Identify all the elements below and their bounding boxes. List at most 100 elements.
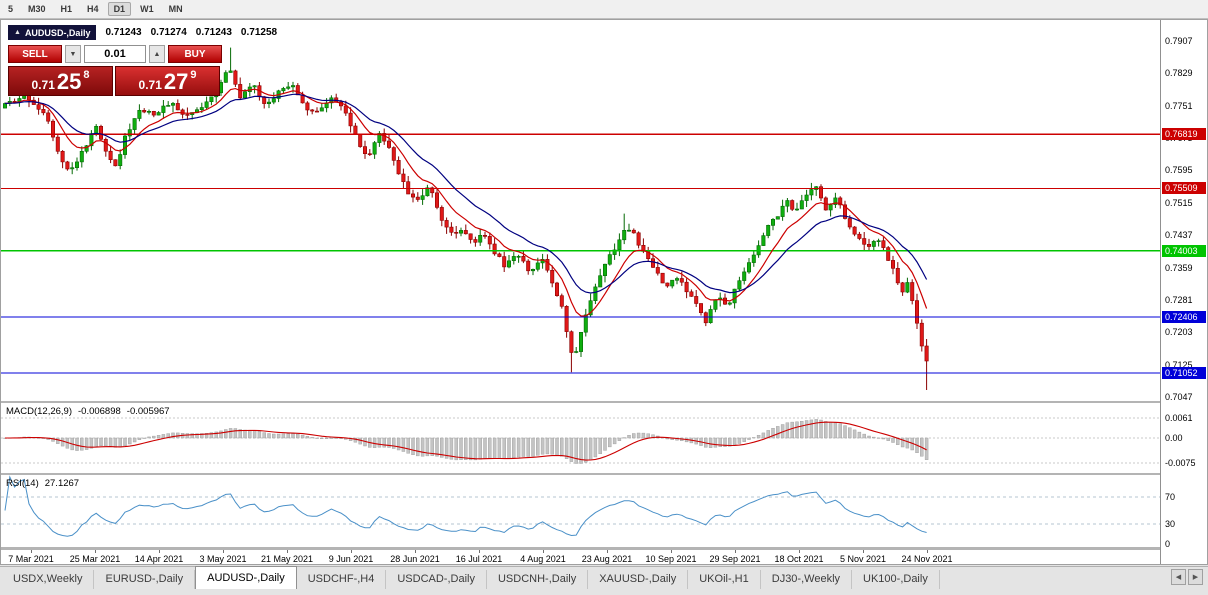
tab-ukoil-h1[interactable]: UKOil-,H1	[688, 570, 761, 589]
tab-scroll-right-button[interactable]: ▶	[1188, 569, 1203, 585]
symbol-header: ▲ AUDUSD-,Daily 0.71243 0.71274 0.71243 …	[8, 25, 277, 40]
timeframe-mn[interactable]: MN	[168, 4, 183, 14]
price-axis-tick: 0.7595	[1165, 165, 1193, 176]
tab-uk100-daily[interactable]: UK100-,Daily	[852, 570, 940, 589]
macd-histogram	[3, 419, 929, 464]
panel-splitter[interactable]	[1, 401, 1207, 403]
timeframe-5[interactable]: 5	[8, 4, 14, 14]
timeframe-d1[interactable]: D1	[107, 2, 132, 16]
price-axis[interactable]: 0.79070.78290.77510.76730.75950.75150.74…	[1160, 20, 1207, 564]
ohlc-high: 0.71274	[150, 27, 187, 38]
candles	[2, 47, 929, 390]
timeframe-h4[interactable]: H4	[87, 4, 99, 14]
date-tick-mark	[543, 550, 544, 553]
sell-price-point: 8	[83, 69, 90, 81]
date-axis[interactable]: 7 Mar 2021 25 Mar 2021 14 Apr 2021 3 May 20…	[1, 549, 1160, 564]
date-label: 14 Apr 2021	[134, 554, 184, 564]
buy-button[interactable]: BUY	[168, 45, 222, 63]
one-click-trading-widget: SELL ▼ ▲ BUY 0.71 25 8 0.71 27 9	[8, 45, 222, 96]
date-tick-mark	[927, 550, 928, 553]
tab-usdcad-daily[interactable]: USDCAD-,Daily	[386, 570, 487, 589]
hline-price-badge: 0.75509	[1162, 182, 1206, 195]
macd-name: MACD(12,26,9)	[6, 406, 72, 417]
date-label: 25 Mar 2021	[69, 554, 121, 564]
macd-chart[interactable]	[1, 403, 1160, 473]
macd-value-main: -0.006898	[78, 406, 121, 417]
date-tick-mark	[31, 550, 32, 553]
date-label: 28 Jun 2021	[390, 554, 440, 564]
rsi-name: RSI(14)	[6, 478, 39, 489]
panel-splitter[interactable]	[1, 547, 1207, 549]
panel-splitter[interactable]	[1, 473, 1207, 475]
date-tick-mark	[351, 550, 352, 553]
tab-dj30-weekly[interactable]: DJ30-,Weekly	[761, 570, 853, 589]
tab-usdchf-h4[interactable]: USDCHF-,H4	[297, 570, 387, 589]
chart-icon: ▲	[14, 29, 21, 36]
date-tick-mark	[607, 550, 608, 553]
date-label: 7 Mar 2021	[8, 554, 54, 564]
price-axis-tick: 0.7125	[1165, 359, 1193, 370]
price-axis-tick: 0.7515	[1165, 197, 1193, 208]
sell-price-pips: 25	[56, 69, 82, 95]
timeframe-toolbar: 5 M30 H1 H4 D1 W1 MN	[0, 0, 1208, 19]
macd-axis-label: -0.0075	[1165, 457, 1196, 468]
sell-price-prefix: 0.71	[31, 77, 55, 92]
chevron-down-icon: ▼	[69, 50, 77, 58]
date-label: 10 Sep 2021	[645, 554, 697, 564]
buy-price-pips: 27	[163, 69, 189, 95]
timeframe-w1[interactable]: W1	[140, 4, 154, 14]
rsi-axis-label: 0	[1165, 539, 1171, 549]
rsi-label: RSI(14) 27.1267	[6, 478, 85, 489]
arrow-left-icon: ◀	[1175, 574, 1182, 581]
date-tick-mark	[159, 550, 160, 553]
tab-audusd-daily[interactable]: AUDUSD-,Daily	[195, 566, 297, 589]
macd-value-signal: -0.005967	[126, 406, 170, 417]
tab-xauusd-daily[interactable]: XAUUSD-,Daily	[588, 570, 689, 589]
sell-price-display[interactable]: 0.71 25 8	[8, 66, 113, 96]
date-tick-mark	[479, 550, 480, 553]
date-tick-mark	[735, 550, 736, 553]
sell-button[interactable]: SELL	[8, 45, 62, 63]
tab-usdcnh-daily[interactable]: USDCNH-,Daily	[487, 570, 589, 589]
slow-ma-line	[4, 93, 928, 294]
rsi-axis-label: 30	[1165, 518, 1176, 529]
chevron-up-icon: ▲	[153, 50, 161, 58]
symbol-name-box: ▲ AUDUSD-,Daily	[8, 25, 97, 40]
fast-ma-line	[4, 87, 928, 317]
tab-scroll-left-button[interactable]: ◀	[1171, 569, 1186, 585]
timeframe-h1[interactable]: H1	[60, 4, 73, 14]
date-tick-mark	[799, 550, 800, 553]
date-label: 9 Jun 2021	[328, 554, 374, 564]
rsi-chart[interactable]	[1, 475, 1160, 547]
macd-signal-line	[5, 421, 927, 461]
ohlc-close: 0.71258	[240, 27, 278, 38]
macd-axis-label: 0.00	[1165, 433, 1183, 443]
ohlc-low: 0.71243	[195, 27, 232, 38]
price-axis-tick: 0.7281	[1165, 294, 1193, 305]
rsi-value: 27.1267	[44, 478, 80, 489]
hline-price-badge: 0.71052	[1162, 366, 1206, 379]
lot-size-input[interactable]	[84, 45, 146, 63]
price-axis-tick: 0.7203	[1165, 327, 1193, 338]
date-label: 24 Nov 2021	[901, 554, 953, 564]
candlestick-chart[interactable]	[1, 20, 1160, 401]
symbol-name: AUDUSD-,Daily	[24, 27, 91, 38]
ohlc-open: 0.71243	[105, 27, 142, 38]
date-tick-mark	[415, 550, 416, 553]
timeframe-m30[interactable]: M30	[28, 4, 46, 14]
tab-usdx-weekly[interactable]: USDX,Weekly	[2, 570, 95, 589]
buy-price-display[interactable]: 0.71 27 9	[115, 66, 220, 96]
date-label: 3 May 2021	[199, 554, 247, 564]
lot-increase-button[interactable]: ▲	[149, 45, 165, 63]
buy-price-point: 9	[190, 69, 197, 81]
date-label: 16 Jul 2021	[455, 554, 503, 564]
lot-decrease-button[interactable]: ▼	[65, 45, 81, 63]
tab-eurusd-daily[interactable]: EURUSD-,Daily	[94, 570, 196, 589]
arrow-right-icon: ▶	[1192, 574, 1199, 581]
date-tick-mark	[95, 550, 96, 553]
price-axis-tick: 0.7047	[1165, 392, 1193, 402]
date-label: 4 Aug 2021	[520, 554, 566, 564]
date-tick-mark	[863, 550, 864, 553]
buy-price-prefix: 0.71	[138, 77, 162, 92]
hline-price-badge: 0.74003	[1162, 244, 1206, 257]
